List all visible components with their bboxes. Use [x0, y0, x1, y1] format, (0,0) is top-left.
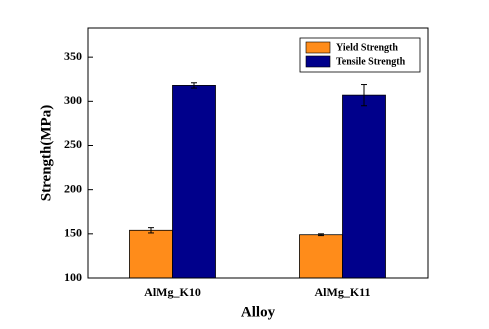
y-tick-label: 300: [64, 93, 82, 107]
y-tick-label: 150: [64, 226, 82, 240]
legend-swatch: [305, 41, 331, 54]
y-tick-label: 350: [64, 49, 82, 63]
x-tick-label: AlMg_K11: [315, 285, 371, 299]
bar: [342, 94, 386, 279]
y-tick-label: 200: [64, 181, 82, 195]
legend-label: Tensile Strength: [336, 56, 406, 67]
y-tick-label: 250: [64, 137, 82, 151]
x-axis-title: Alloy: [241, 304, 276, 320]
bar: [172, 85, 216, 279]
plot-frame: [87, 27, 429, 279]
bar: [129, 229, 173, 279]
legend-swatch: [305, 55, 331, 68]
x-tick-label: AlMg_K10: [144, 285, 201, 299]
legend-label: Yield Strength: [336, 42, 398, 53]
bar: [299, 234, 343, 279]
y-tick-label: 100: [64, 270, 82, 284]
y-axis-title: Strength(MPa): [38, 105, 54, 201]
